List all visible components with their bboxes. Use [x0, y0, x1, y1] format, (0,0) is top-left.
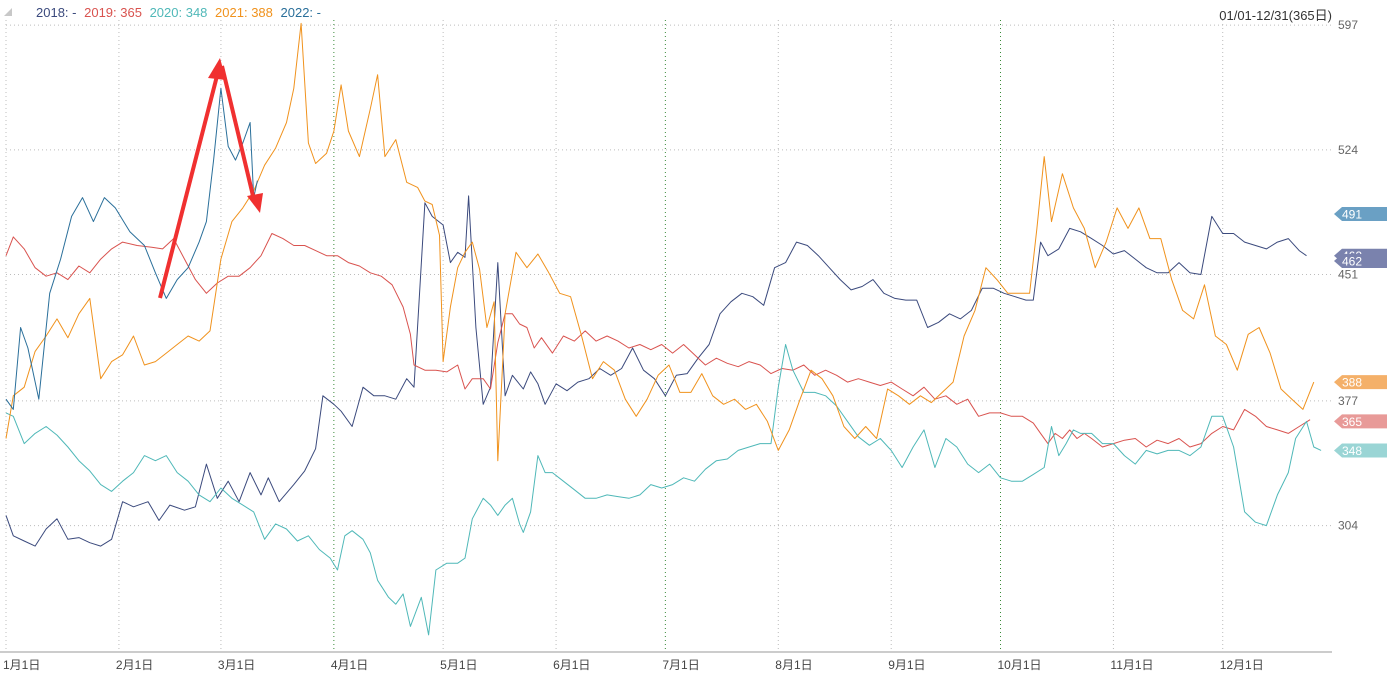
end-tag-2021: 388 — [1334, 375, 1387, 390]
x-tick-label: 12月1日 — [1220, 658, 1264, 672]
legend-item-2019: 2019: 365 — [84, 5, 142, 20]
end-value-tags: 462365348388491462 — [1334, 207, 1387, 458]
y-tick-label: 597 — [1338, 18, 1358, 32]
arrow-down-shaft — [220, 65, 256, 201]
x-tick-label: 5月1日 — [440, 658, 477, 672]
end-tag-2018-level: 462 — [1334, 254, 1387, 269]
end-tag-extra: 491 — [1334, 207, 1387, 222]
tag-label: 388 — [1342, 376, 1362, 390]
y-axis: 597 524 451 377 304 — [1338, 18, 1358, 532]
arrow-up-shaft — [158, 71, 220, 299]
series-line-2021 — [5, 22, 1315, 462]
tag-shape — [1334, 414, 1387, 429]
tag-label: 462 — [1342, 255, 1362, 269]
legend-item-2018: 2018: - — [36, 5, 77, 20]
x-tick-label: 9月1日 — [888, 658, 925, 672]
x-tick-label: 1月1日 — [3, 658, 40, 672]
series-line-2022 — [5, 87, 258, 410]
x-tick-label: 2月1日 — [116, 658, 153, 672]
y-tick-label: 377 — [1338, 394, 1358, 408]
series-line-2020 — [5, 344, 1322, 636]
y-tick-label: 524 — [1338, 143, 1358, 157]
x-tick-label: 11月1日 — [1110, 658, 1153, 672]
tag-label: 491 — [1342, 208, 1362, 222]
y-tick-label: 451 — [1338, 268, 1358, 282]
y-tick-label: 304 — [1338, 519, 1358, 533]
legend-item-2022: 2022: - — [280, 5, 321, 20]
chart-legend: 2018: - 2019: 365 2020: 348 2021: 388 20… — [36, 5, 325, 20]
legend-item-2020: 2020: 348 — [149, 5, 208, 20]
tag-shape — [1334, 254, 1387, 268]
series-line-2019 — [5, 233, 1311, 448]
tag-shape — [1334, 207, 1387, 221]
x-tick-label: 7月1日 — [662, 658, 699, 672]
tag-label: 365 — [1342, 415, 1362, 429]
x-tick-label: 3月1日 — [218, 658, 255, 672]
annotation-arrows — [158, 58, 263, 299]
tag-shape — [1334, 375, 1387, 390]
arrow-up-head — [208, 58, 226, 80]
tag-label: 348 — [1342, 444, 1362, 458]
tag-shape — [1334, 443, 1387, 458]
date-range-label: 01/01-12/31(365日) — [1219, 8, 1332, 23]
grid-lines — [5, 20, 1332, 652]
series-line-2018 — [5, 195, 1307, 547]
arrow-down-head — [247, 193, 263, 213]
x-tick-label: 4月1日 — [331, 658, 368, 672]
corner-resize-icon[interactable] — [3, 4, 13, 16]
end-tag-2019: 365 — [1334, 414, 1387, 429]
x-tick-label: 6月1日 — [553, 658, 590, 672]
x-axis: 1月1日 2月1日 3月1日 4月1日 5月1日 6月1日 7月1日 8月1日 9月1日 10月1… — [0, 651, 1332, 672]
legend-item-2021: 2021: 388 — [215, 5, 273, 20]
x-tick-label: 8月1日 — [775, 658, 812, 672]
series-lines — [5, 22, 1322, 636]
end-tag-2020: 348 — [1334, 443, 1387, 458]
x-tick-label: 10月1日 — [998, 658, 1042, 672]
